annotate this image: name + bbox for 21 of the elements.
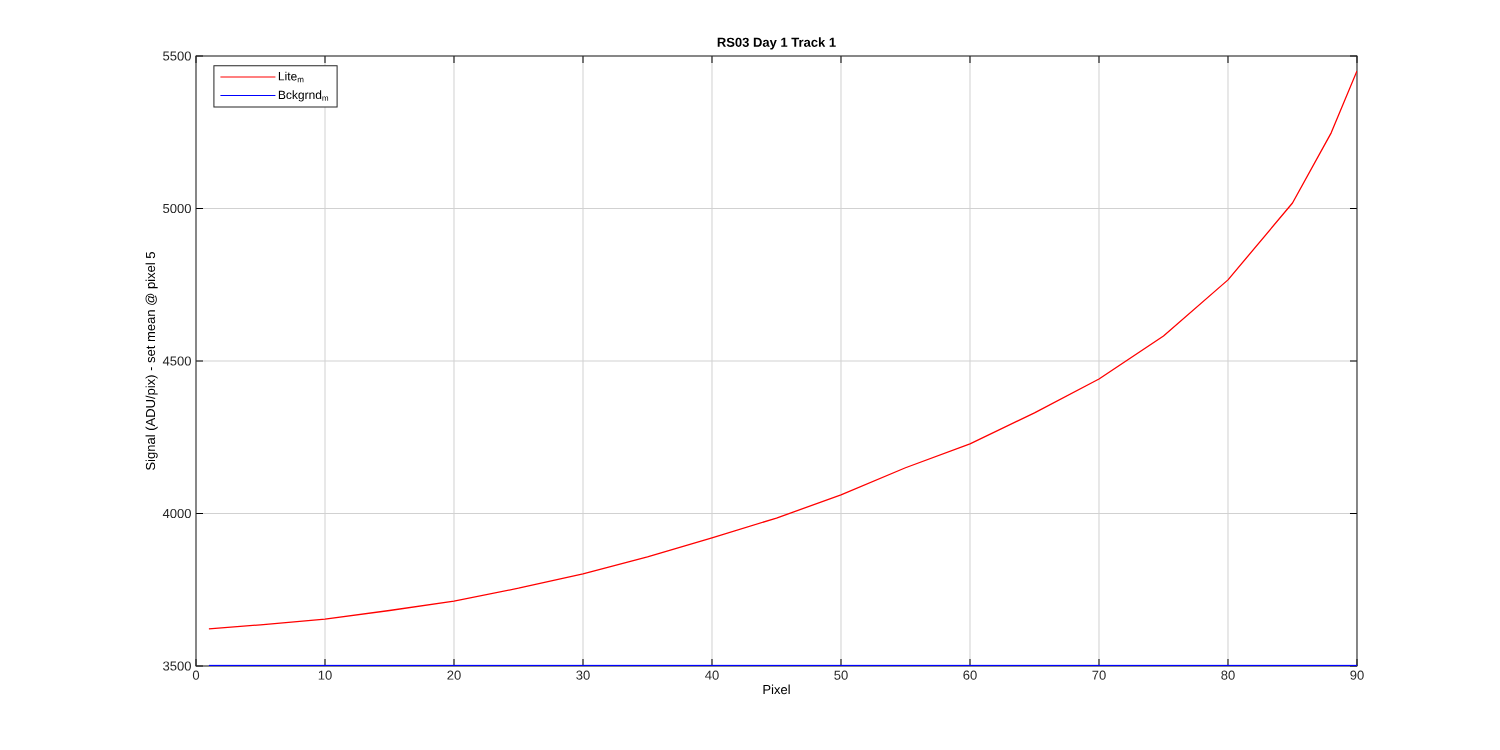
y-axis-title: Signal (ADU/pix) - set mean @ pixel 5 bbox=[145, 252, 158, 470]
x-tick-label: 10 bbox=[318, 670, 332, 680]
legend-label: Bckgrnd$_{m}$ bbox=[278, 90, 329, 102]
x-tick-label: 20 bbox=[447, 670, 461, 680]
x-tick-label: 30 bbox=[576, 670, 590, 680]
x-tick-label: 40 bbox=[705, 670, 719, 680]
x-tick-label: 80 bbox=[1221, 670, 1235, 680]
chart-title: RS03 Day 1 Track 1 bbox=[717, 37, 836, 50]
x-tick-label: 50 bbox=[834, 670, 848, 680]
line-series bbox=[208, 70, 1357, 630]
y-tick-label: 4000 bbox=[162, 508, 191, 519]
y-tick-label: 3500 bbox=[163, 661, 191, 671]
y-tick-label: 5000 bbox=[163, 203, 191, 214]
x-axis-title: Pixel bbox=[763, 684, 790, 695]
y-tick-label: 5500 bbox=[163, 51, 191, 61]
y-tick-label: 4500 bbox=[162, 356, 191, 366]
x-tick-label: 70 bbox=[1092, 670, 1106, 680]
legend-label: Lite$_{m}$ bbox=[278, 71, 304, 83]
x-tick-label: 90 bbox=[1350, 670, 1364, 680]
x-tick-label: 60 bbox=[963, 670, 977, 680]
x-tick-label: 0 bbox=[192, 670, 200, 680]
